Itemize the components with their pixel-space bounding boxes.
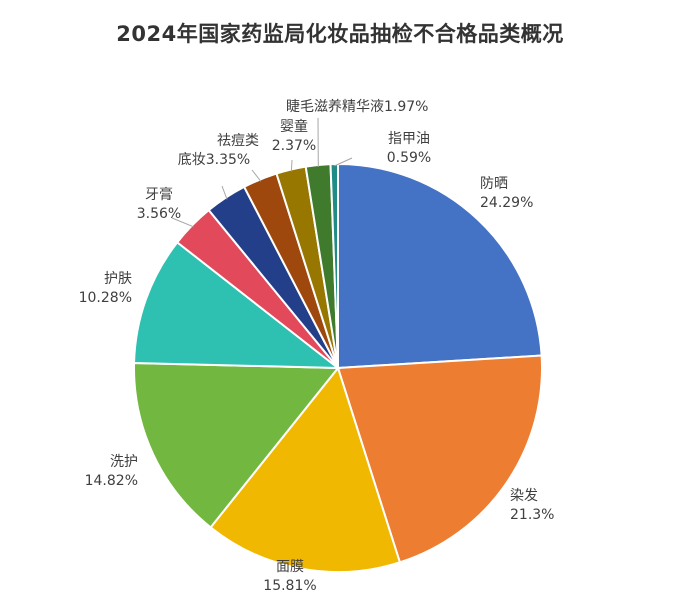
- leader-line-6: [221, 185, 228, 200]
- slice-percent: 2.37%: [271, 138, 317, 154]
- pie-slices: [133, 162, 544, 573]
- pie-slice-1: [336, 354, 544, 564]
- leader-line-8: [290, 159, 293, 172]
- leader-line-7: [251, 169, 262, 182]
- slice-percent: 1.97%: [384, 99, 429, 115]
- slice-percent: 24.29%: [480, 195, 534, 211]
- slice-label-xihu: 洗护 14.82%: [52, 453, 138, 491]
- pie-slice-2: [209, 365, 402, 573]
- slice-name: 底妆: [177, 152, 206, 168]
- slice-name: 防晒: [480, 176, 508, 192]
- slice-label-qudou: 祛痘类: [210, 132, 266, 151]
- pie-slice-4: [133, 240, 341, 370]
- slice-percent: 15.81%: [263, 578, 317, 594]
- slice-name: 婴童: [280, 119, 308, 135]
- leader-line-5: [171, 217, 194, 228]
- slice-percent: 10.28%: [78, 290, 132, 306]
- slice-name: 牙膏: [145, 187, 173, 203]
- slice-label-yagao: 牙膏 3.56%: [128, 186, 190, 224]
- slice-percent: 3.56%: [136, 206, 182, 222]
- slice-label-jiemao: 睫毛滋养精华液1.97%: [286, 98, 428, 117]
- pie-slice-3: [133, 361, 341, 529]
- slice-percent: 14.82%: [84, 473, 138, 489]
- slice-name: 面膜: [276, 559, 304, 575]
- pie-slice-0: [337, 162, 543, 370]
- slice-name: 护肤: [104, 271, 132, 287]
- slice-percent: 3.35%: [205, 152, 251, 168]
- slice-label-mianmo: 面膜 15.81%: [250, 558, 330, 596]
- slice-label-ranfa: 染发 21.3%: [510, 487, 554, 525]
- slice-name: 祛痘类: [217, 133, 259, 149]
- leader-lines: [171, 117, 353, 228]
- chart-title: 2024年国家药监局化妆品抽检不合格品类概况: [116, 22, 564, 46]
- slice-label-yingtong: 婴童 2.37%: [266, 118, 322, 156]
- slice-label-zhijiayou: 指甲油 0.59%: [376, 130, 442, 168]
- slice-name: 洗护: [110, 454, 138, 470]
- slice-label-hufu: 护肤 10.28%: [52, 270, 132, 308]
- slice-percent: 21.3%: [510, 507, 555, 523]
- slice-percent: 0.59%: [386, 150, 432, 166]
- slice-label-fangshai: 防晒 24.29%: [480, 175, 533, 213]
- slice-name: 指甲油: [388, 131, 430, 147]
- slice-name: 睫毛滋养精华液: [286, 99, 384, 115]
- leader-line-10: [334, 157, 353, 167]
- slice-name: 染发: [510, 488, 538, 504]
- slice-label-dizhuang: 底妆3.35%: [174, 151, 254, 170]
